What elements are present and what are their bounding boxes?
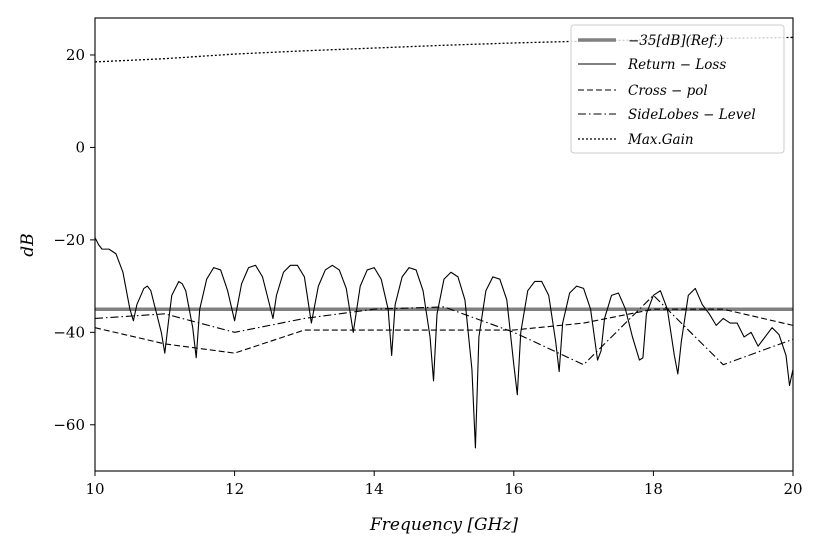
y-tick-label: 20: [66, 46, 85, 64]
series-layer: [95, 36, 793, 449]
x-tick-label: 18: [644, 480, 663, 498]
legend-label-ref: −35[dB](Ref.): [628, 33, 723, 49]
plot-frame: [94, 17, 794, 472]
legend-label-sidelobes: SideLobes − Level: [628, 107, 756, 123]
series-line-1: [95, 237, 793, 449]
x-tick-label: 10: [85, 480, 104, 498]
y-tick-label: −60: [53, 416, 85, 434]
legend-box: [570, 24, 785, 154]
x-tick-label: 14: [365, 480, 384, 498]
series-line-3: [95, 294, 793, 366]
x-axis-label: Frequency [GHz]: [369, 515, 518, 535]
y-tick-label: −20: [53, 231, 85, 249]
ticks-layer: 10 12 14 16 18 20 20 0 −20 −40 −60: [53, 46, 802, 498]
legend-label-cross-pol: Cross − pol: [628, 83, 708, 99]
legend-label-max-gain: Max.Gain: [627, 132, 694, 148]
x-tick-label: 12: [225, 480, 244, 498]
series-line-2: [95, 308, 793, 354]
y-axis-label: dB: [18, 233, 38, 256]
y-tick-label: −40: [53, 323, 85, 341]
x-tick-label: 16: [504, 480, 523, 498]
y-tick-label: 0: [75, 138, 85, 156]
series-line-4: [95, 36, 793, 63]
legend: −35[dB](Ref.) Return − Loss Cross − pol …: [570, 24, 785, 154]
legend-label-return-loss: Return − Loss: [627, 57, 726, 73]
x-tick-label: 20: [783, 480, 802, 498]
